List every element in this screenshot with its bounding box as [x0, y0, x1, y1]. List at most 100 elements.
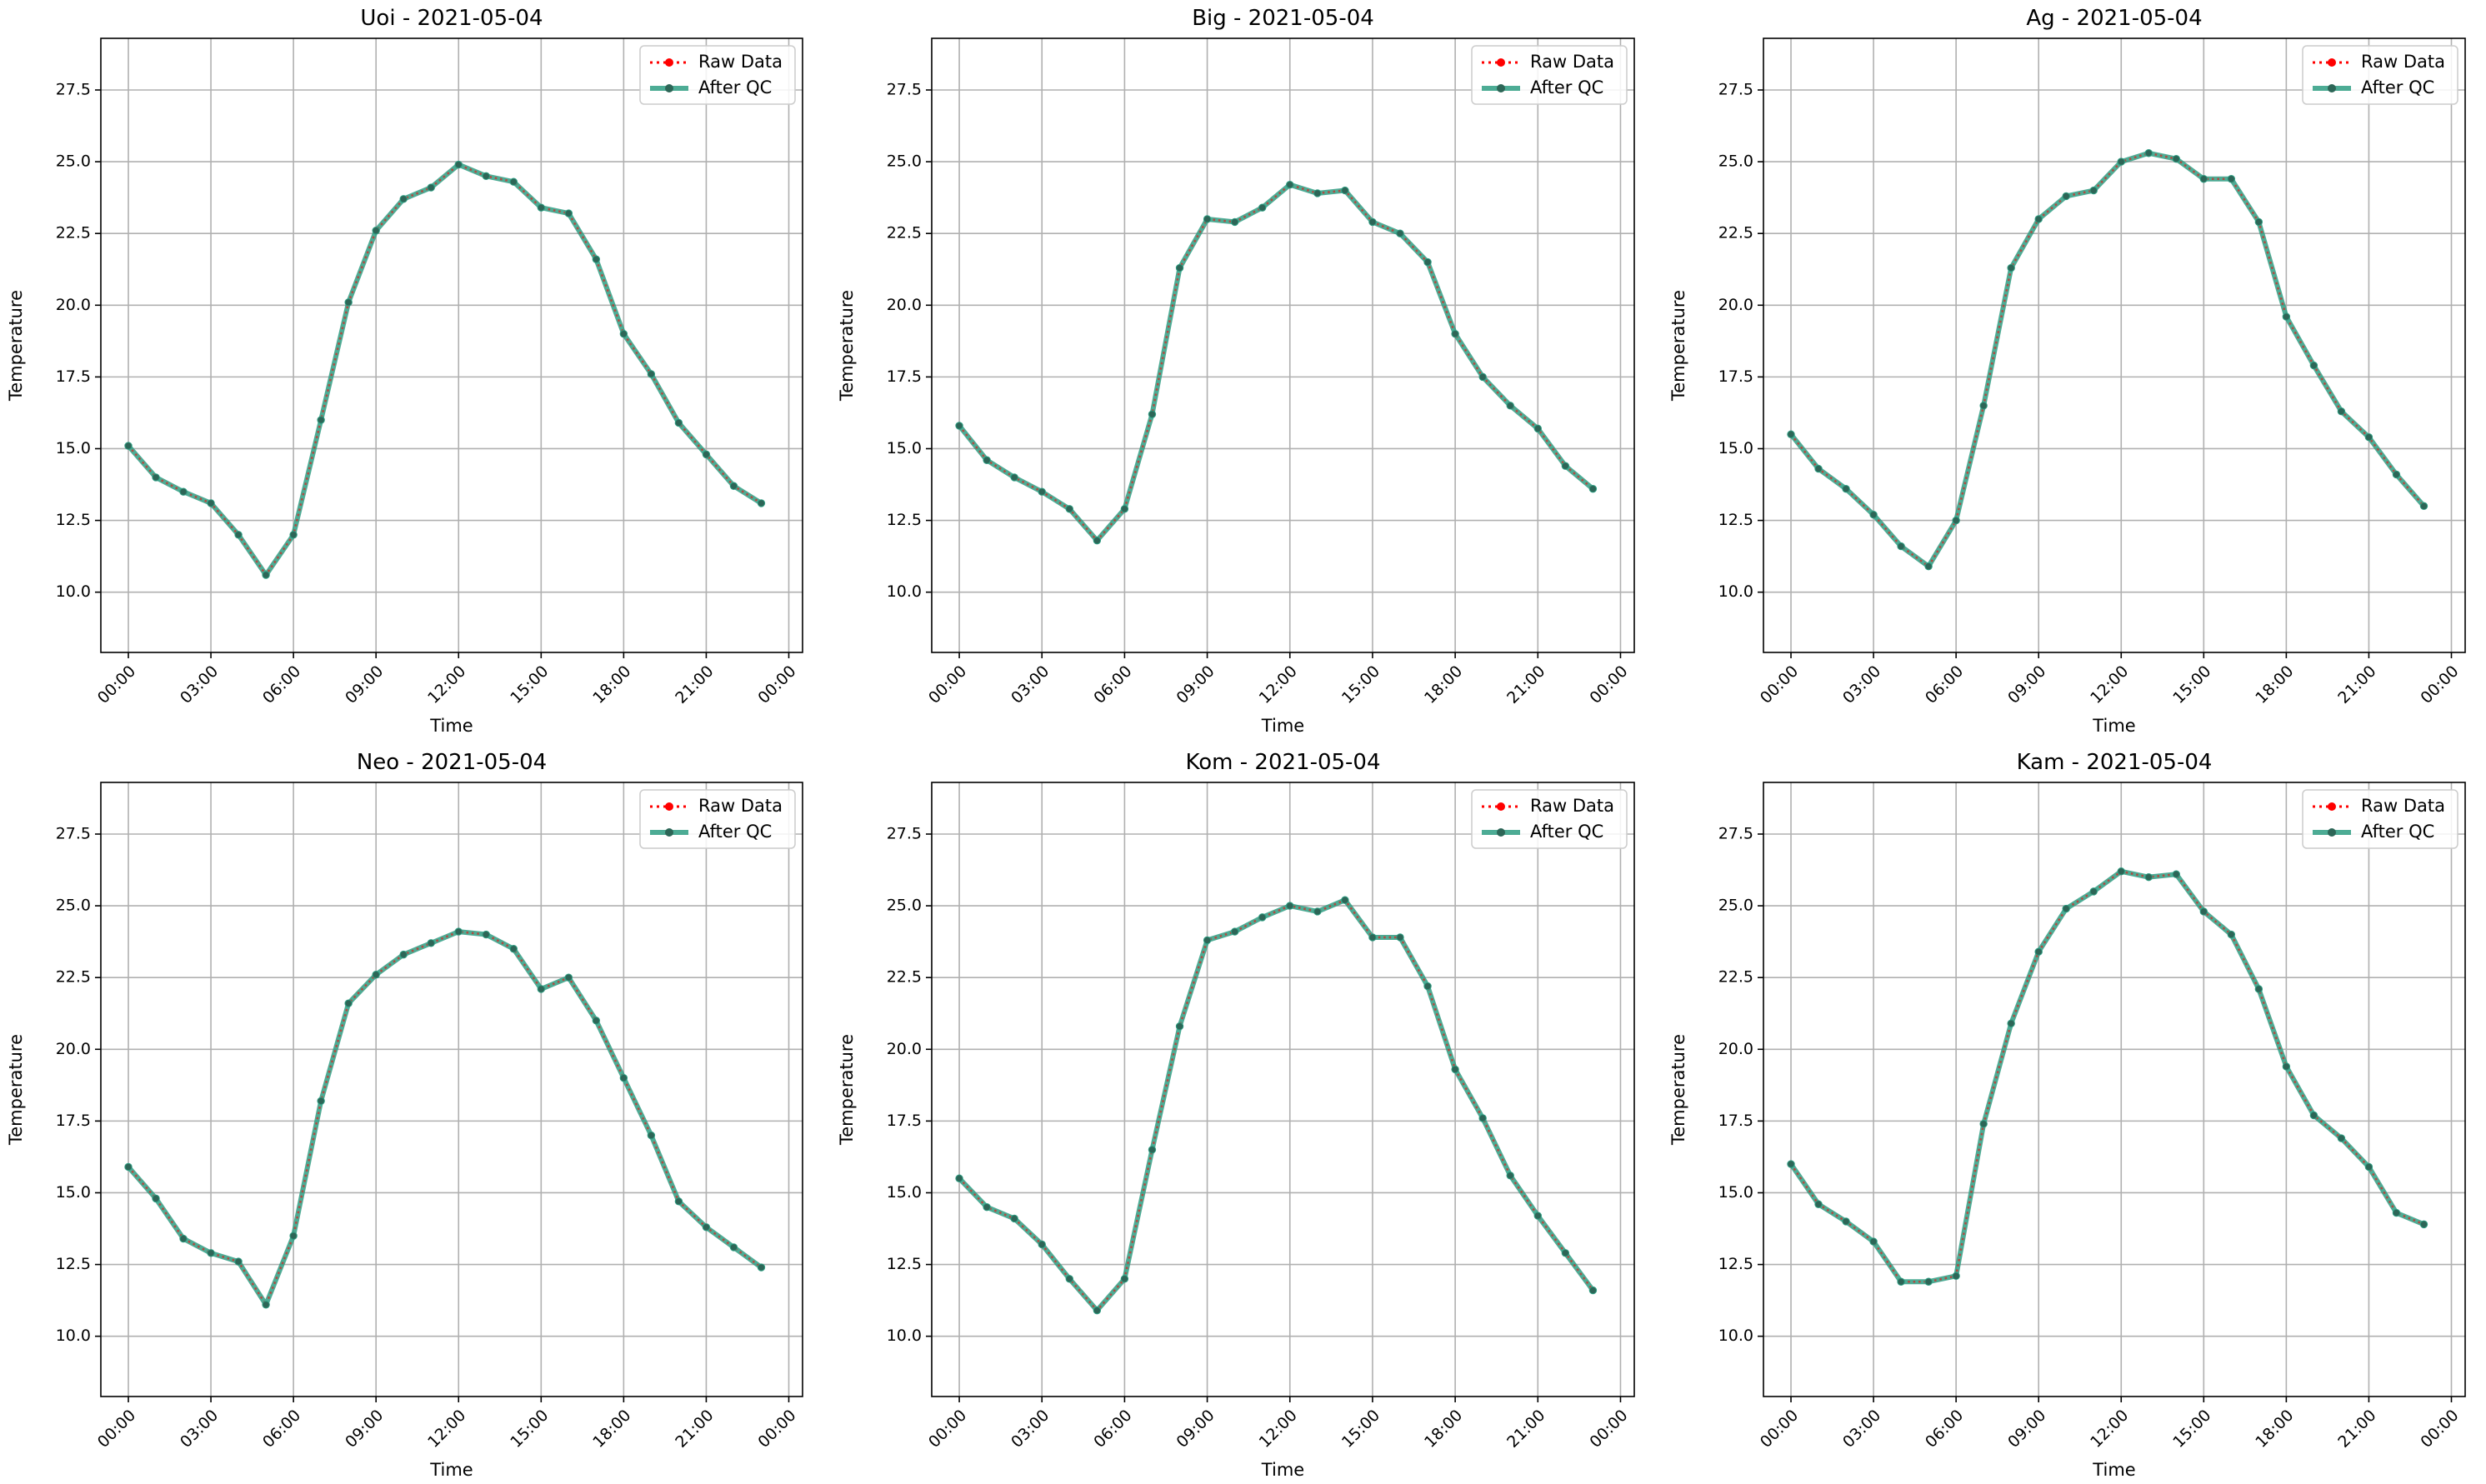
legend: Raw Data After QC — [639, 789, 796, 849]
series-after-qc-point — [2337, 407, 2346, 416]
series-after-qc-point — [262, 571, 270, 579]
series-after-qc-point — [2144, 149, 2153, 157]
series-after-qc-point — [1506, 402, 1514, 410]
series-after-qc-point — [757, 1263, 766, 1272]
series-raw-data-line — [958, 183, 1594, 542]
x-tick-label: 09:00 — [2004, 662, 2049, 707]
legend-qc-label: After QC — [1530, 822, 1603, 842]
x-tick-label: 00:00 — [2417, 662, 2462, 707]
series-after-qc-line — [126, 929, 763, 1307]
subplot-title: Kom - 2021-05-04 — [1186, 750, 1381, 775]
axes-frame — [1763, 782, 2466, 1397]
series-after-qc-line — [957, 182, 1595, 543]
series-after-qc-point — [1451, 330, 1459, 338]
x-axis-label: Time — [2092, 1460, 2135, 1480]
x-tick-label: 06:00 — [1090, 1407, 1135, 1452]
series-after-qc-point — [1038, 487, 1046, 496]
series-after-qc-point — [537, 203, 546, 212]
series-after-qc-point — [2034, 947, 2043, 956]
y-tick-label: 20.0 — [56, 1040, 91, 1058]
series-after-qc-point — [1341, 186, 1349, 195]
legend: Raw Data After QC — [1471, 45, 1628, 105]
series-after-qc-point — [2392, 470, 2401, 479]
series-after-qc-point — [1842, 1217, 1850, 1226]
series-after-qc-point — [592, 255, 601, 263]
x-tick-label: 06:00 — [1090, 662, 1135, 707]
y-tick-label: 20.0 — [887, 296, 922, 314]
legend-qc-label: After QC — [698, 77, 772, 97]
y-tick-label: 12.5 — [56, 1255, 91, 1273]
series-raw-data-line — [128, 163, 763, 577]
y-tick-label: 27.5 — [1718, 80, 1753, 98]
series-after-qc-point — [2117, 867, 2125, 876]
x-axis-label: Time — [429, 716, 473, 736]
series-after-qc-point — [372, 971, 380, 979]
series-after-qc-point — [317, 1097, 325, 1105]
x-tick-label: 21:00 — [672, 662, 717, 707]
x-tick-label: 03:00 — [1008, 662, 1053, 707]
x-tick-label: 15:00 — [507, 662, 552, 707]
x-tick-label: 12:00 — [424, 662, 469, 707]
series-after-qc-point — [482, 930, 490, 939]
x-tick-label: 18:00 — [1421, 662, 1466, 707]
subplot-6: 00:00 03:00 06:00 09:00 12:00 15:00 18:00 21:00… — [1668, 750, 2466, 1480]
axes-frame — [1763, 37, 2466, 653]
x-tick-label: 09:00 — [1173, 1407, 1218, 1452]
y-tick-label: 25.0 — [1718, 897, 1753, 915]
series-after-qc-point — [702, 1223, 711, 1232]
series-after-qc-point — [1203, 936, 1212, 945]
y-tick-label: 17.5 — [1718, 367, 1753, 386]
x-tick-label: 03:00 — [1839, 662, 1884, 707]
series-after-qc-point — [1396, 933, 1404, 942]
series-after-qc-point — [983, 1203, 991, 1212]
x-tick-label: 12:00 — [2087, 1407, 2132, 1452]
y-tick-label: 17.5 — [887, 367, 922, 386]
y-tick-label: 12.5 — [1718, 511, 1753, 529]
series-after-qc-point — [674, 1197, 683, 1206]
y-tick-label: 22.5 — [1718, 968, 1753, 987]
legend-raw-label: Raw Data — [2361, 796, 2445, 816]
y-axis-label: Temperature — [6, 1034, 26, 1146]
x-tick-label: 00:00 — [1757, 662, 1802, 707]
y-tick-label: 17.5 — [56, 1112, 91, 1130]
series-after-qc-point — [1368, 217, 1377, 227]
series-after-qc-point — [1814, 464, 1823, 473]
series-after-qc-point — [1368, 933, 1377, 942]
series-after-qc-point — [1065, 1275, 1073, 1283]
series-after-qc-point — [372, 227, 380, 235]
x-tick-label: 12:00 — [1256, 662, 1301, 707]
x-tick-label: 03:00 — [1839, 1407, 1884, 1452]
subplot-title: Neo - 2021-05-04 — [357, 750, 547, 775]
series-after-qc-point — [1952, 516, 1960, 525]
series-after-qc-point — [1313, 189, 1322, 197]
x-tick-label: 12:00 — [424, 1407, 469, 1452]
series-after-qc-point — [207, 1249, 215, 1257]
legend-raw-marker — [665, 58, 673, 67]
x-tick-label: 21:00 — [2334, 662, 2379, 707]
x-tick-label: 00:00 — [754, 1407, 799, 1452]
y-axis-label: Temperature — [837, 1034, 857, 1146]
y-tick-label: 22.5 — [887, 968, 922, 987]
series-after-qc-point — [1842, 484, 1850, 493]
y-tick-label: 15.0 — [887, 439, 922, 457]
x-tick-label: 06:00 — [259, 662, 304, 707]
legend: Raw Data After QC — [2302, 45, 2458, 105]
series-after-qc-point — [2089, 186, 2098, 195]
legend-qc-marker — [2328, 828, 2336, 837]
x-tick-label: 21:00 — [672, 1407, 717, 1452]
series-after-qc-point — [509, 945, 518, 953]
series-after-qc-point — [619, 330, 628, 338]
y-tick-label: 10.0 — [56, 1327, 91, 1345]
series-after-qc-point — [2089, 887, 2098, 896]
series-after-qc-point — [647, 370, 656, 378]
y-tick-label: 25.0 — [887, 897, 922, 915]
series-after-qc-point — [537, 985, 546, 993]
series-after-qc-point — [2392, 1208, 2401, 1217]
series-after-qc-point — [1478, 372, 1487, 382]
x-tick-label: 00:00 — [94, 1407, 139, 1452]
legend-raw-label: Raw Data — [698, 52, 783, 72]
y-tick-label: 22.5 — [56, 968, 91, 987]
series-after-qc-point — [2337, 1134, 2346, 1142]
x-tick-label: 18:00 — [589, 662, 634, 707]
x-axis-label: Time — [429, 1460, 473, 1480]
